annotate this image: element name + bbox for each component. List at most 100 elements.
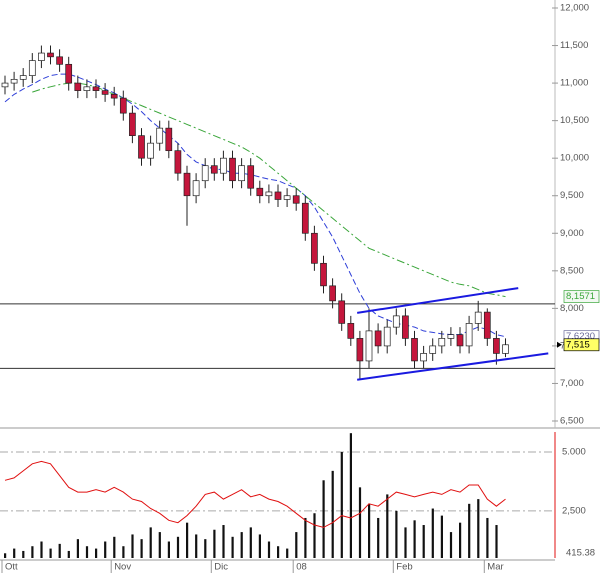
volume-bar bbox=[4, 553, 7, 558]
x-tick-label: Nov bbox=[114, 562, 131, 573]
volume-bar bbox=[258, 534, 261, 558]
volume-bar bbox=[277, 546, 280, 558]
candle-body bbox=[292, 195, 300, 204]
candle-body bbox=[493, 338, 500, 354]
volume-bar bbox=[449, 532, 453, 558]
candle-body bbox=[1, 82, 9, 88]
candle-body bbox=[420, 353, 427, 362]
candle-body bbox=[19, 75, 27, 80]
volume-bar bbox=[31, 546, 34, 558]
candle-body bbox=[374, 330, 382, 347]
volume-bar bbox=[322, 480, 325, 558]
x-tick-label: Ott bbox=[5, 562, 18, 573]
y-tick-label: 10,000 bbox=[560, 153, 589, 164]
price-marker bbox=[563, 290, 600, 303]
candle-body bbox=[92, 86, 100, 91]
candle-body bbox=[165, 127, 173, 152]
candle-body bbox=[392, 315, 400, 328]
candle-body bbox=[101, 90, 109, 95]
candle-body bbox=[229, 157, 236, 182]
volume-bar bbox=[249, 527, 252, 558]
last-price-arrow bbox=[557, 341, 562, 348]
candle-body bbox=[465, 323, 473, 347]
price-marker bbox=[563, 338, 600, 352]
volume-bar bbox=[186, 522, 189, 558]
volume-bar bbox=[477, 499, 480, 558]
candle-body bbox=[356, 338, 364, 362]
volume-bar bbox=[468, 503, 471, 558]
volume-bar bbox=[267, 541, 271, 558]
volume-bar bbox=[149, 527, 152, 558]
volume-bar bbox=[22, 550, 25, 558]
candle-body bbox=[119, 97, 127, 114]
volume-bar bbox=[167, 541, 170, 558]
x-tick-label: Feb bbox=[396, 562, 412, 573]
y-tick-label: 12,000 bbox=[560, 3, 589, 14]
candle-body bbox=[402, 315, 409, 339]
trend-line bbox=[357, 352, 549, 381]
candle-body bbox=[220, 157, 227, 174]
volume-bar bbox=[413, 520, 416, 558]
volume-bar bbox=[85, 546, 89, 558]
volume-bar bbox=[486, 517, 489, 558]
volume-bar bbox=[331, 470, 334, 558]
oscillator-line bbox=[4, 460, 506, 528]
volume-bar bbox=[49, 548, 52, 558]
candle-body bbox=[38, 52, 45, 61]
volume-bar bbox=[140, 539, 143, 558]
candle-body bbox=[238, 165, 245, 182]
volume-bar bbox=[358, 487, 362, 558]
volume-bar bbox=[422, 525, 425, 558]
volume-bar bbox=[304, 517, 307, 558]
volume-bar bbox=[204, 539, 207, 558]
volume-bar bbox=[286, 548, 289, 558]
candle-body bbox=[138, 135, 145, 159]
candle-body bbox=[456, 334, 464, 347]
volume-bar bbox=[158, 532, 161, 558]
candle-body bbox=[502, 344, 509, 354]
volume-bar bbox=[104, 541, 107, 558]
candle-body bbox=[83, 86, 91, 91]
volume-bar bbox=[431, 508, 434, 558]
volume-bar bbox=[495, 525, 498, 558]
last-volume-label: 415.38 bbox=[566, 548, 595, 559]
candle-body bbox=[10, 78, 18, 84]
volume-bar bbox=[440, 515, 443, 558]
candle-body bbox=[174, 150, 182, 174]
volume-bar bbox=[195, 534, 198, 558]
moving-average bbox=[32, 82, 506, 298]
volume-bar bbox=[459, 522, 462, 558]
candle-body bbox=[483, 311, 491, 339]
volume-bar bbox=[340, 452, 343, 558]
volume-bar bbox=[386, 494, 389, 558]
candle-body bbox=[47, 52, 54, 58]
volume-bar bbox=[313, 513, 316, 558]
y-tick-label: 9,500 bbox=[560, 190, 584, 201]
moving-average bbox=[4, 73, 506, 338]
price-marker-label: 8,1571 bbox=[566, 291, 595, 302]
volume-bar bbox=[95, 548, 98, 558]
candle-body bbox=[438, 338, 446, 347]
candle-body bbox=[201, 165, 209, 182]
y-tick-label: 9,000 bbox=[560, 228, 584, 239]
price-marker-label: 7,515 bbox=[566, 339, 590, 350]
candle-body bbox=[147, 142, 154, 159]
y-tick-label: 10,500 bbox=[560, 115, 589, 126]
volume-bar bbox=[404, 527, 407, 558]
candle-body bbox=[311, 232, 318, 264]
candle-body bbox=[247, 165, 255, 189]
candle-body bbox=[411, 338, 418, 362]
candle-body bbox=[329, 285, 336, 302]
y-tick-label: 7,000 bbox=[560, 378, 584, 389]
y-tick-label: 11,000 bbox=[560, 78, 588, 89]
y-tick-label: 2,500 bbox=[562, 505, 586, 516]
candle-body bbox=[347, 323, 355, 339]
candle-body bbox=[301, 202, 309, 234]
candle-body bbox=[183, 172, 191, 197]
volume-bar bbox=[222, 525, 225, 558]
candle-body bbox=[192, 180, 200, 197]
x-tick-label: 08 bbox=[296, 562, 307, 573]
volume-bar bbox=[76, 539, 79, 558]
